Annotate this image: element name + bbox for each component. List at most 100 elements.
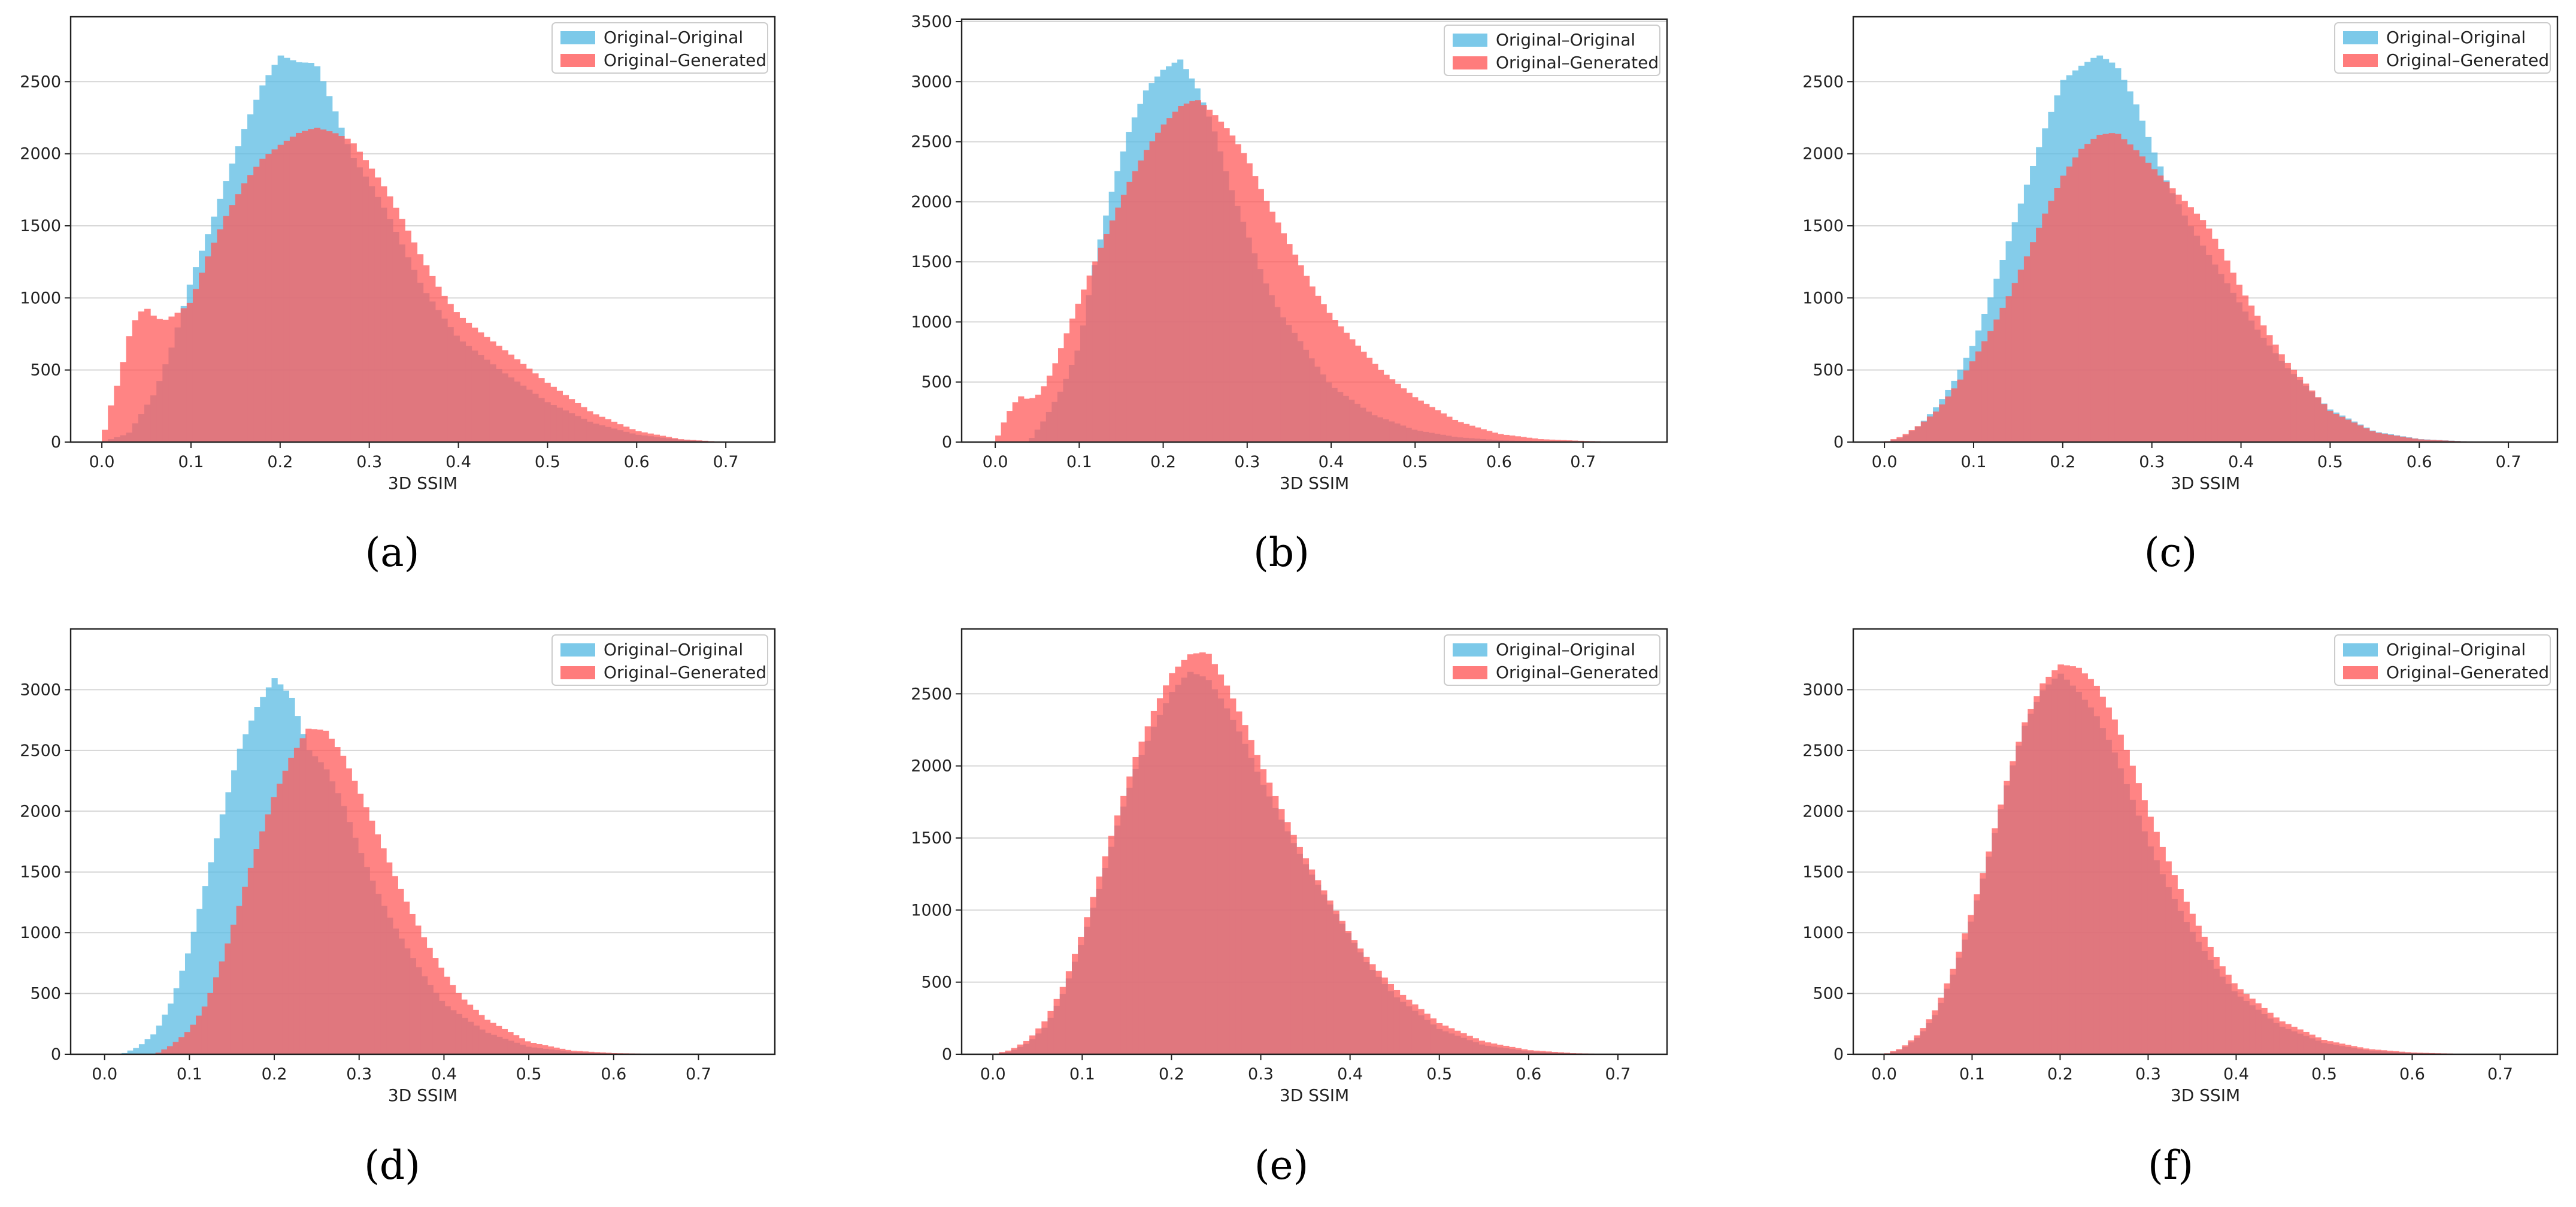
histogram-bar [2127,144,2133,442]
x-tick-label: 0.5 [516,1065,542,1084]
histogram-bar [2084,144,2091,443]
histogram-bar [1206,110,1213,442]
histogram-bar [328,739,335,1054]
histogram-bar [507,1032,514,1054]
histogram-bar [999,1052,1006,1054]
histogram-bar [231,770,238,1054]
histogram-bar [450,985,456,1054]
histogram-bar [2145,162,2152,442]
histogram-bar [1908,430,1916,442]
histogram-bar [190,931,197,1054]
histogram-bar [2405,437,2413,442]
histogram-bar [1126,181,1133,442]
legend-entry: Original–Generated [604,50,766,70]
histogram-bar [289,137,296,443]
histogram-bar [1290,834,1297,1054]
histogram-bar [2375,1049,2381,1054]
histogram-bar [2272,344,2279,442]
histogram-bar [392,207,399,442]
histogram-bar [1354,345,1362,442]
histogram-bar [599,416,605,442]
histogram-bar [1320,304,1327,442]
x-tick-label: 0.0 [980,1065,1006,1084]
histogram-bar [1241,725,1248,1054]
histogram-bar [1096,876,1103,1054]
histogram-bar [2010,761,2016,1054]
histogram-bar [1235,144,1241,443]
histogram-bar [2223,260,2230,442]
y-tick-label: 1000 [20,924,61,942]
histogram-bar [447,304,454,442]
histogram-bar [1212,115,1219,442]
legend-box [551,634,768,686]
x-tick-label: 0.2 [1159,1065,1184,1084]
histogram-bar [1229,698,1237,1054]
x-tick-label: 0.5 [535,453,560,471]
histogram-bar [2339,1043,2345,1054]
histogram-bar [2284,362,2291,442]
histogram-bar [1475,427,1481,442]
histogram-bar [1001,422,1007,442]
histogram-bar [1272,795,1279,1054]
histogram-bar [1205,654,1212,1054]
legend-swatch [1453,34,1487,47]
histogram-bar [1446,416,1453,442]
histogram-bar [2231,983,2238,1054]
histogram-bar [229,205,236,442]
legend-box [2334,22,2551,74]
histogram-bar [144,1039,151,1054]
histogram-bar [380,186,387,442]
histogram-bar [1069,318,1076,442]
histogram-bar [1201,105,1207,442]
x-tick-label: 0.6 [2399,1065,2425,1084]
series-original-generated [995,100,1624,443]
histogram-bar [2054,188,2061,442]
histogram-bar [1480,429,1487,442]
legend-swatch [560,666,595,679]
histogram-bar [547,1046,554,1054]
histogram-bar [1150,710,1157,1054]
histogram-bar [380,848,387,1054]
legend-entry: Original–Original [2386,28,2526,47]
histogram-bar [2442,440,2449,442]
histogram-bar [653,434,660,442]
histogram-bar [1401,388,1407,442]
histogram-bar [2393,1051,2399,1054]
y-tick-label: 3000 [20,680,61,699]
histogram-bar [2387,1051,2393,1054]
histogram-bar [459,317,466,442]
histogram-bar [338,135,345,442]
histogram-bar [1944,983,1951,1054]
histogram-bar [559,1048,566,1054]
legend-swatch [1453,666,1487,679]
y-tick-label: 1500 [911,253,952,271]
histogram-bar [201,1006,208,1054]
series-original-generated [155,728,693,1054]
histogram-bar [577,1051,583,1054]
histogram-bar [277,784,283,1054]
x-tick-label: 0.0 [1872,453,1898,471]
histogram-bar [1545,1051,1552,1054]
histogram-bar [483,337,490,442]
histogram-bar [1102,856,1109,1054]
y-tick-label: 1000 [911,313,952,331]
histogram-bar [120,362,127,442]
histogram-bar [332,133,339,443]
histogram-bar [299,738,306,1054]
histogram-bar [536,1043,543,1054]
histogram-bar [179,970,186,1054]
histogram-bar [1199,652,1206,1054]
histogram-bar [1029,398,1036,442]
panel-label: (d) [364,1142,420,1188]
histogram-bar [132,320,139,442]
legend-swatch [1453,56,1487,69]
histogram-bar [1572,440,1578,442]
legend-entry: Original–Original [2386,640,2526,660]
x-tick-label: 0.0 [89,453,115,471]
x-tick-label: 0.6 [1486,453,1512,471]
histogram-bar [1280,233,1287,442]
histogram-bar [126,336,133,442]
histogram-bar [357,793,364,1054]
legend-swatch [1453,643,1487,657]
histogram-bar [1046,376,1053,442]
